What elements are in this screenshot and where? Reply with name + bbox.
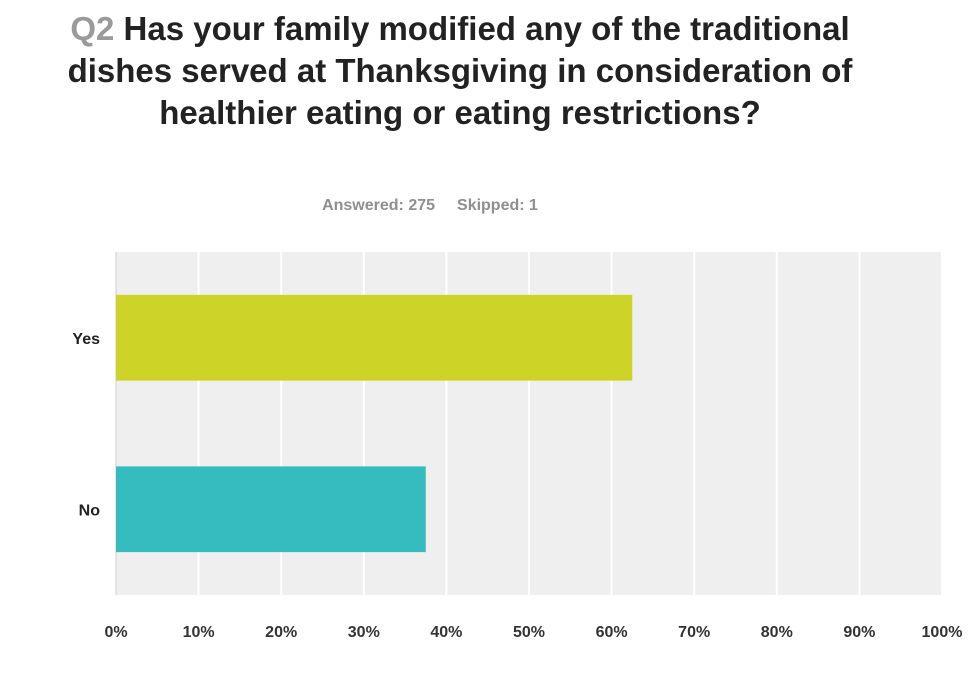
bar-no[interactable] (116, 466, 426, 553)
category-label: No (79, 502, 101, 519)
bar-yes[interactable] (116, 294, 633, 381)
x-tick-label: 0% (104, 624, 127, 641)
x-tick-label: 40% (430, 624, 462, 641)
x-tick-label: 20% (265, 624, 297, 641)
x-tick-label: 30% (348, 624, 380, 641)
x-tick-label: 50% (513, 624, 545, 641)
x-tick-label: 100% (922, 624, 963, 641)
question-text: Has your family modified any of the trad… (67, 10, 853, 131)
x-tick-label: 90% (843, 624, 875, 641)
x-tick-label: 10% (183, 624, 215, 641)
x-tick-label: 80% (761, 624, 793, 641)
x-tick-label: 70% (678, 624, 710, 641)
skipped-count: Skipped: 1 (457, 197, 538, 214)
response-stats: Answered: 275 Skipped: 1 (0, 197, 860, 215)
category-label: Yes (72, 331, 100, 348)
chart-title: Q2 Has your family modified any of the t… (20, 8, 900, 134)
question-number: Q2 (70, 10, 115, 47)
x-tick-label: 60% (596, 624, 628, 641)
answered-count: Answered: 275 (322, 197, 436, 214)
